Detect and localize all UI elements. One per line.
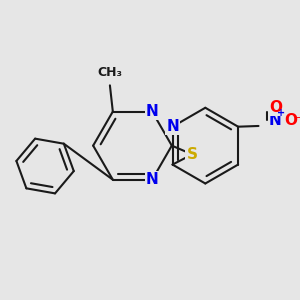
Text: O: O [284, 112, 297, 128]
Text: S: S [187, 147, 198, 162]
Text: N: N [166, 119, 179, 134]
Text: +: + [277, 108, 285, 118]
Text: ⁻: ⁻ [295, 114, 300, 127]
Text: CH₃: CH₃ [98, 66, 122, 79]
Text: N: N [146, 172, 158, 187]
Text: N: N [269, 112, 282, 128]
Text: N: N [146, 104, 158, 119]
Text: O: O [269, 100, 282, 115]
